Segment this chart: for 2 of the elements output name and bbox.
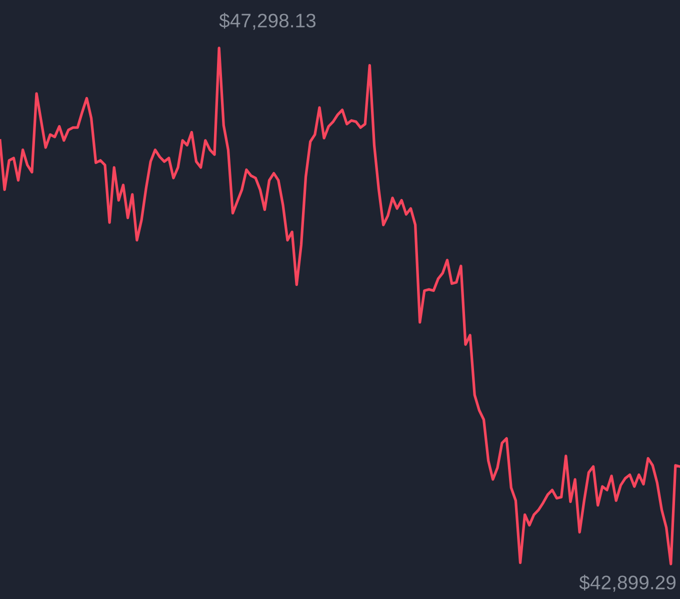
data-label: $42,899.29 bbox=[579, 574, 676, 592]
data-label: $47,298.13 bbox=[219, 12, 316, 30]
